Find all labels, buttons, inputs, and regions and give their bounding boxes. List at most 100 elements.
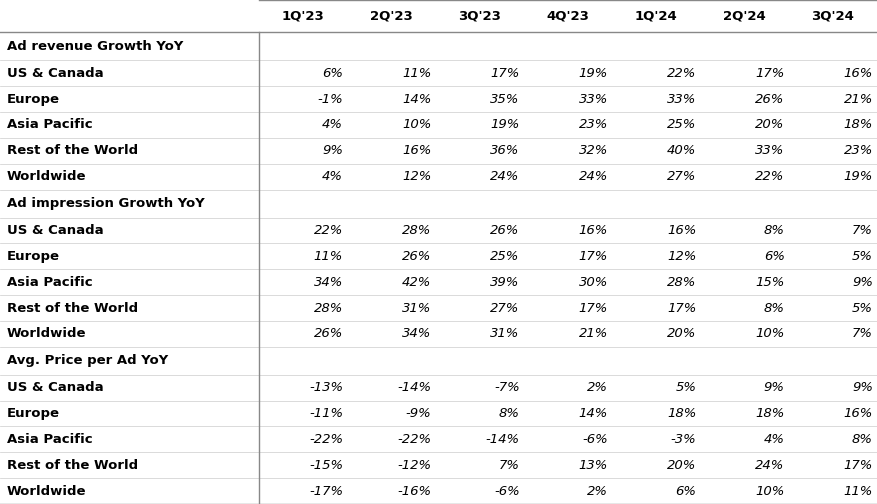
- Text: -14%: -14%: [486, 433, 520, 446]
- Text: 5%: 5%: [675, 381, 696, 394]
- Text: 23%: 23%: [844, 144, 873, 157]
- Text: Europe: Europe: [7, 407, 60, 420]
- Text: 35%: 35%: [490, 93, 520, 105]
- Text: -6%: -6%: [494, 484, 520, 497]
- Text: 4Q'23: 4Q'23: [546, 10, 589, 23]
- Text: -22%: -22%: [397, 433, 431, 446]
- Text: 39%: 39%: [490, 276, 520, 289]
- Text: 17%: 17%: [490, 67, 520, 80]
- Text: Rest of the World: Rest of the World: [7, 459, 139, 472]
- Text: US & Canada: US & Canada: [7, 224, 103, 237]
- Text: 16%: 16%: [844, 67, 873, 80]
- Text: 40%: 40%: [667, 144, 696, 157]
- Text: 31%: 31%: [490, 327, 520, 340]
- Text: 10%: 10%: [755, 484, 785, 497]
- Text: 2%: 2%: [587, 484, 608, 497]
- Text: 20%: 20%: [755, 118, 785, 132]
- Text: 15%: 15%: [755, 276, 785, 289]
- Text: 4%: 4%: [322, 118, 343, 132]
- Text: 9%: 9%: [322, 144, 343, 157]
- Text: Ad revenue Growth YoY: Ad revenue Growth YoY: [7, 40, 183, 53]
- Text: -17%: -17%: [309, 484, 343, 497]
- Text: 16%: 16%: [402, 144, 431, 157]
- Text: 16%: 16%: [579, 224, 608, 237]
- Text: 17%: 17%: [755, 67, 785, 80]
- Text: 11%: 11%: [844, 484, 873, 497]
- Text: 22%: 22%: [314, 224, 343, 237]
- Text: 14%: 14%: [402, 93, 431, 105]
- Text: -15%: -15%: [309, 459, 343, 472]
- Text: 23%: 23%: [579, 118, 608, 132]
- Text: 9%: 9%: [852, 381, 873, 394]
- Text: -13%: -13%: [309, 381, 343, 394]
- Text: Worldwide: Worldwide: [7, 327, 87, 340]
- Text: 20%: 20%: [667, 459, 696, 472]
- Text: 2%: 2%: [587, 381, 608, 394]
- Text: 25%: 25%: [490, 250, 520, 263]
- Text: 33%: 33%: [667, 93, 696, 105]
- Text: 3Q'23: 3Q'23: [458, 10, 501, 23]
- Text: 24%: 24%: [755, 459, 785, 472]
- Text: 4%: 4%: [322, 170, 343, 183]
- Text: 33%: 33%: [579, 93, 608, 105]
- Text: 18%: 18%: [844, 118, 873, 132]
- Text: 9%: 9%: [764, 381, 785, 394]
- Text: 2Q'24: 2Q'24: [724, 10, 766, 23]
- Text: 17%: 17%: [667, 301, 696, 314]
- Text: -12%: -12%: [397, 459, 431, 472]
- Text: 6%: 6%: [764, 250, 785, 263]
- Text: 3Q'24: 3Q'24: [811, 10, 854, 23]
- Text: 8%: 8%: [852, 433, 873, 446]
- Text: 8%: 8%: [764, 301, 785, 314]
- Text: 16%: 16%: [844, 407, 873, 420]
- Text: 26%: 26%: [490, 224, 520, 237]
- Text: 21%: 21%: [844, 93, 873, 105]
- Text: 22%: 22%: [755, 170, 785, 183]
- Text: 13%: 13%: [579, 459, 608, 472]
- Text: 24%: 24%: [490, 170, 520, 183]
- Text: -7%: -7%: [494, 381, 520, 394]
- Text: 11%: 11%: [402, 67, 431, 80]
- Text: 19%: 19%: [844, 170, 873, 183]
- Text: 20%: 20%: [667, 327, 696, 340]
- Text: 24%: 24%: [579, 170, 608, 183]
- Text: 18%: 18%: [667, 407, 696, 420]
- Text: Asia Pacific: Asia Pacific: [7, 118, 93, 132]
- Text: 1Q'23: 1Q'23: [282, 10, 324, 23]
- Text: 22%: 22%: [667, 67, 696, 80]
- Text: 26%: 26%: [402, 250, 431, 263]
- Text: 10%: 10%: [755, 327, 785, 340]
- Text: 11%: 11%: [314, 250, 343, 263]
- Text: -3%: -3%: [671, 433, 696, 446]
- Text: 26%: 26%: [755, 93, 785, 105]
- Text: -1%: -1%: [317, 93, 343, 105]
- Text: 4%: 4%: [764, 433, 785, 446]
- Text: 19%: 19%: [490, 118, 520, 132]
- Text: Worldwide: Worldwide: [7, 170, 87, 183]
- Text: 12%: 12%: [402, 170, 431, 183]
- Text: 17%: 17%: [844, 459, 873, 472]
- Text: 34%: 34%: [402, 327, 431, 340]
- Text: 14%: 14%: [579, 407, 608, 420]
- Text: -16%: -16%: [397, 484, 431, 497]
- Text: 34%: 34%: [314, 276, 343, 289]
- Text: 1Q'24: 1Q'24: [635, 10, 678, 23]
- Text: 28%: 28%: [667, 276, 696, 289]
- Text: Avg. Price per Ad YoY: Avg. Price per Ad YoY: [7, 354, 168, 367]
- Text: 27%: 27%: [490, 301, 520, 314]
- Text: Ad impression Growth YoY: Ad impression Growth YoY: [7, 197, 204, 210]
- Text: 36%: 36%: [490, 144, 520, 157]
- Text: 2Q'23: 2Q'23: [370, 10, 412, 23]
- Text: 28%: 28%: [402, 224, 431, 237]
- Text: 31%: 31%: [402, 301, 431, 314]
- Text: 19%: 19%: [579, 67, 608, 80]
- Text: Europe: Europe: [7, 93, 60, 105]
- Text: 5%: 5%: [852, 301, 873, 314]
- Text: 42%: 42%: [402, 276, 431, 289]
- Text: Europe: Europe: [7, 250, 60, 263]
- Text: 5%: 5%: [852, 250, 873, 263]
- Text: US & Canada: US & Canada: [7, 67, 103, 80]
- Text: 8%: 8%: [764, 224, 785, 237]
- Text: 8%: 8%: [499, 407, 520, 420]
- Text: 7%: 7%: [852, 327, 873, 340]
